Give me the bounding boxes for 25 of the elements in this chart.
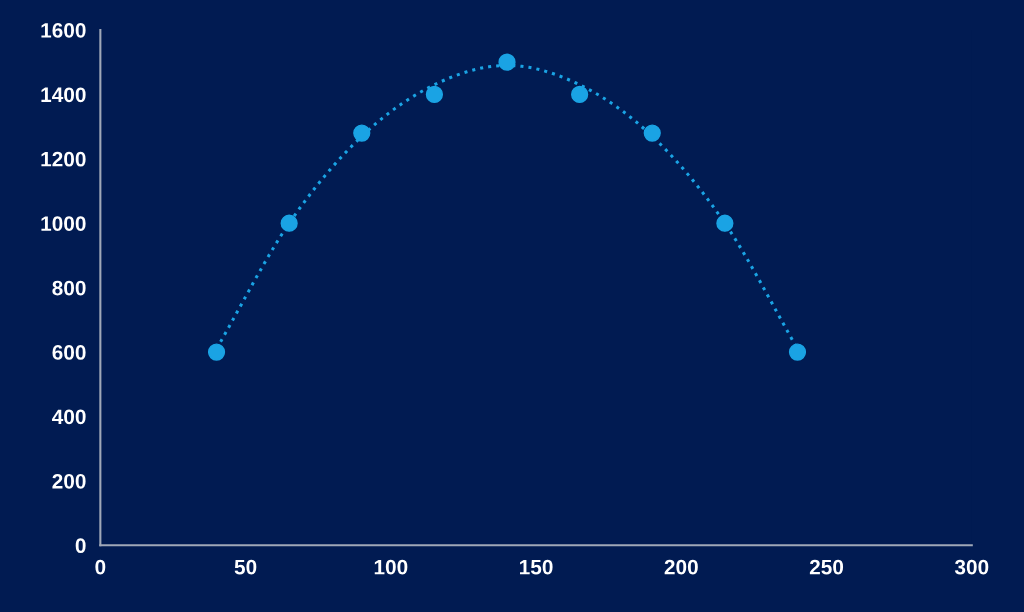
- x-tick-label: 300: [954, 559, 989, 575]
- point: [571, 85, 589, 104]
- y-tick-label: 0: [75, 538, 86, 554]
- point: [643, 124, 661, 142]
- point: [207, 343, 226, 361]
- point: [425, 85, 444, 104]
- y-tick-label: 400: [52, 409, 86, 425]
- point: [788, 343, 807, 361]
- point: [498, 53, 516, 71]
- x-tick-label: 150: [520, 559, 553, 575]
- x-tick-label: 250: [809, 559, 844, 575]
- x-tick-label: 200: [664, 559, 698, 575]
- point: [716, 214, 734, 232]
- y-tick-label: 800: [52, 280, 86, 296]
- y-tick-label: 1600: [41, 22, 86, 38]
- y-tick-label: 600: [52, 345, 86, 360]
- point: [280, 214, 298, 232]
- x-tick-label: 100: [374, 559, 408, 575]
- y-tick-label: 1000: [41, 216, 86, 231]
- x-tick-label: 0: [95, 559, 106, 575]
- y-tick-label: 200: [52, 473, 86, 489]
- y-tick-label: 1200: [41, 151, 86, 167]
- x-tick-label: 50: [234, 559, 257, 575]
- point: [353, 124, 371, 142]
- y-tick-label: 1400: [41, 87, 86, 103]
